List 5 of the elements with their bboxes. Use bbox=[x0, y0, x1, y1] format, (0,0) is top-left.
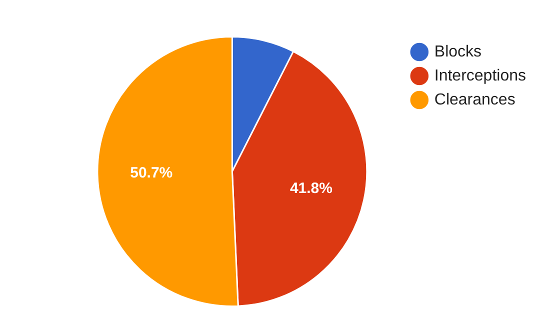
legend-label: Blocks bbox=[434, 43, 482, 60]
legend-label: Clearances bbox=[434, 91, 516, 108]
data-label: 50.7% bbox=[130, 164, 173, 182]
legend-label: Interceptions bbox=[434, 67, 526, 84]
data-label: 41.8% bbox=[290, 180, 332, 197]
